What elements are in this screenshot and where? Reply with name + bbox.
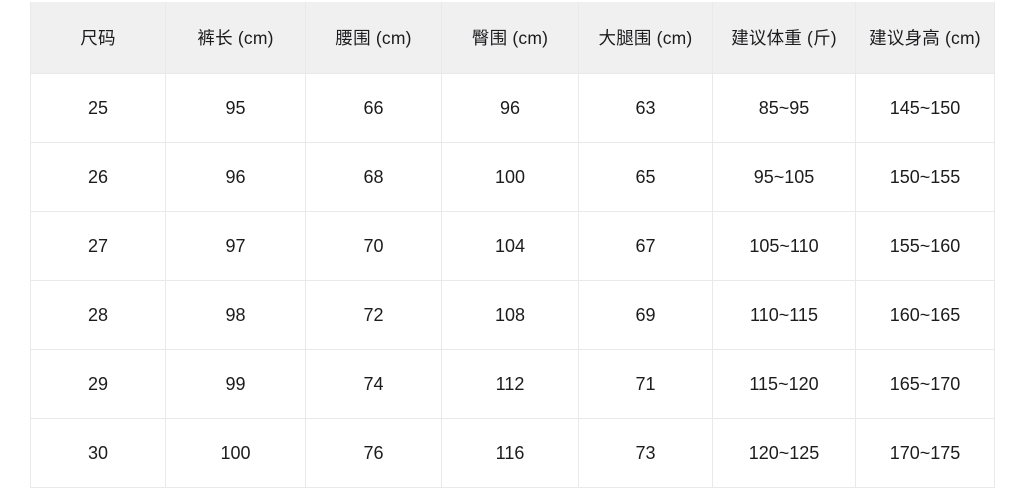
table-cell: 26 <box>30 142 166 212</box>
table-cell: 115~120 <box>712 349 856 419</box>
table-cell: 145~150 <box>855 73 995 143</box>
table-cell: 155~160 <box>855 211 995 281</box>
table-cell: 99 <box>165 349 306 419</box>
table-cell: 170~175 <box>855 418 995 488</box>
table-cell: 96 <box>441 73 579 143</box>
size-chart-table: 尺码 裤长 (cm) 腰围 (cm) 臀围 (cm) 大腿围 (cm) 建议体重… <box>30 2 995 488</box>
table-cell: 165~170 <box>855 349 995 419</box>
header-cell-suggested-height: 建议身高 (cm) <box>855 2 995 74</box>
table-row: 27 97 70 104 67 105~110 155~160 <box>30 211 995 281</box>
table-cell: 27 <box>30 211 166 281</box>
table-cell: 95 <box>165 73 306 143</box>
header-cell-thigh: 大腿围 (cm) <box>578 2 713 74</box>
table-row: 26 96 68 100 65 95~105 150~155 <box>30 142 995 212</box>
header-cell-hip: 臀围 (cm) <box>441 2 579 74</box>
table-cell: 160~165 <box>855 280 995 350</box>
table-cell: 66 <box>305 73 442 143</box>
table-cell: 108 <box>441 280 579 350</box>
header-cell-suggested-weight: 建议体重 (斤) <box>712 2 856 74</box>
table-cell: 97 <box>165 211 306 281</box>
table-cell: 104 <box>441 211 579 281</box>
header-cell-waist: 腰围 (cm) <box>305 2 442 74</box>
table-cell: 76 <box>305 418 442 488</box>
table-cell: 98 <box>165 280 306 350</box>
table-cell: 120~125 <box>712 418 856 488</box>
table-cell: 29 <box>30 349 166 419</box>
table-cell: 70 <box>305 211 442 281</box>
table-cell: 74 <box>305 349 442 419</box>
table-cell: 65 <box>578 142 713 212</box>
table-cell: 28 <box>30 280 166 350</box>
table-cell: 100 <box>165 418 306 488</box>
table-row: 30 100 76 116 73 120~125 170~175 <box>30 418 995 488</box>
table-row: 28 98 72 108 69 110~115 160~165 <box>30 280 995 350</box>
table-cell: 71 <box>578 349 713 419</box>
table-cell: 67 <box>578 211 713 281</box>
table-cell: 95~105 <box>712 142 856 212</box>
table-cell: 69 <box>578 280 713 350</box>
table-cell: 30 <box>30 418 166 488</box>
table-cell: 116 <box>441 418 579 488</box>
table-row: 25 95 66 96 63 85~95 145~150 <box>30 73 995 143</box>
table-cell: 150~155 <box>855 142 995 212</box>
table-cell: 85~95 <box>712 73 856 143</box>
table-cell: 112 <box>441 349 579 419</box>
table-cell: 68 <box>305 142 442 212</box>
table-cell: 25 <box>30 73 166 143</box>
table-cell: 100 <box>441 142 579 212</box>
table-cell: 63 <box>578 73 713 143</box>
table-cell: 110~115 <box>712 280 856 350</box>
table-cell: 105~110 <box>712 211 856 281</box>
header-cell-size: 尺码 <box>30 2 166 74</box>
header-cell-pants-length: 裤长 (cm) <box>165 2 306 74</box>
table-cell: 96 <box>165 142 306 212</box>
header-row: 尺码 裤长 (cm) 腰围 (cm) 臀围 (cm) 大腿围 (cm) 建议体重… <box>30 2 995 74</box>
table-cell: 73 <box>578 418 713 488</box>
table-row: 29 99 74 112 71 115~120 165~170 <box>30 349 995 419</box>
table-cell: 72 <box>305 280 442 350</box>
